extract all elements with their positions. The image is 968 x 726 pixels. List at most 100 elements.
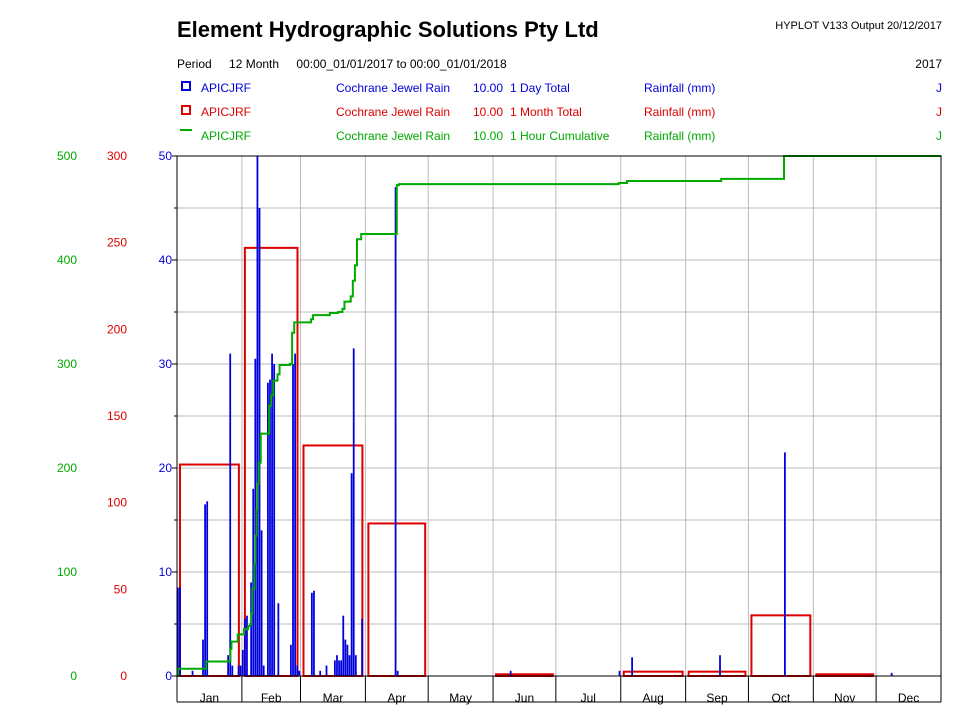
legend-site: Cochrane Jewel Rain [336,105,451,119]
monthly-axis-tick-label: 50 [114,582,128,596]
legend-code: APICJRF [201,129,252,143]
daily-axis-tick-label: 30 [159,357,173,371]
legend-units: Rainfall (mm) [644,129,716,143]
legend-flag: J [936,105,942,119]
legend-units: Rainfall (mm) [644,105,716,119]
legend-site: Cochrane Jewel Rain [336,129,451,143]
cumulative-axis-tick-label: 500 [57,149,77,163]
period-info: Period 12 Month 00:00_01/01/2017 to 00:0… [177,57,521,71]
daily-total-bar [202,639,204,676]
daily-total-bar [618,670,621,676]
daily-total-bar [294,353,296,676]
daily-total-bar [256,156,259,676]
page-title: Element Hydrographic Solutions Pty Ltd [177,17,599,42]
legend-row: APICJRF Cochrane Jewel Rain 10.00 1 Hour Cu… [177,129,942,145]
legend-code: APICJRF [201,81,252,95]
month-tick-label: Jan [200,691,219,705]
daily-total-bar [313,590,315,676]
daily-total-bar [890,672,893,676]
legend-desc: 1 Day Total [510,81,570,95]
daily-total-bar [509,670,512,676]
daily-total-bar [319,670,322,676]
daily-total-bar [267,382,269,676]
daily-total-bar [260,530,263,676]
daily-total-bar [239,665,242,676]
daily-total-bar [258,208,261,676]
daily-total-bar [246,615,248,676]
legend-factor: 10.00 [473,81,504,95]
legend-units: Rainfall (mm) [644,81,716,95]
period-range: 00:00_01/01/2017 to 00:00_01/01/2018 [296,57,507,71]
legend-box-icon [181,81,191,91]
daily-total-bar [344,639,347,676]
daily-total-bar [361,618,363,676]
daily-total-bar [396,670,399,676]
month-tick-label: Mar [323,691,344,705]
daily-total-bar [237,665,240,676]
legend-flag: J [936,129,942,143]
daily-axis-tick-label: 50 [159,149,173,163]
daily-total-bar [290,644,292,676]
cumulative-axis-tick-label: 100 [57,565,77,579]
daily-total-bar [262,665,265,676]
month-tick-label: Dec [898,691,919,705]
daily-total-bar [346,644,349,676]
daily-total-bar [336,655,338,676]
daily-total-bar [206,501,209,676]
period-length: 12 Month [229,57,280,71]
daily-total-bar [273,364,276,676]
month-tick-label: May [449,691,472,705]
daily-total-bar [352,348,355,676]
daily-total-bar [296,665,299,676]
daily-axis-tick-label: 40 [159,253,173,267]
daily-total-bar [277,603,280,676]
daily-total-bar [310,592,313,676]
daily-total-bar [204,504,206,676]
monthly-axis-tick-label: 100 [107,496,127,510]
month-tick-label: Sep [706,691,728,705]
monthly-total-bar [687,670,747,678]
month-tick-label: Jun [515,691,534,705]
cumulative-axis-tick-label: 300 [57,357,77,371]
daily-total-bar [350,473,353,676]
cumulative-axis-tick-label: 200 [57,461,77,475]
version-label: HYPLOT V133 Output 20/12/2017 [775,20,942,32]
legend-site: Cochrane Jewel Rain [336,81,451,95]
legend-line-icon [180,129,192,131]
monthly-axis-tick-label: 150 [107,409,127,423]
legend-row: APICJRF Cochrane Jewel Rain 10.00 1 Month T… [177,105,942,121]
cumulative-axis-tick-label: 0 [70,669,77,683]
monthly-axis-tick-label: 250 [107,236,127,250]
month-tick-label: Apr [387,691,406,705]
daily-total-bar [243,618,246,676]
daily-total-bar [354,655,357,676]
monthly-axis-tick-label: 0 [120,669,127,683]
daily-total-bar [340,660,343,676]
month-tick-label: Nov [834,691,855,705]
month-tick-label: Feb [261,691,282,705]
legend-desc: 1 Month Total [510,105,582,119]
daily-total-bar [342,615,345,676]
cumulative-axis-tick-label: 400 [57,253,77,267]
legend-box-icon [181,105,191,115]
daily-total-bar [631,657,633,676]
daily-axis-tick-label: 20 [159,461,173,475]
daily-total-bar [231,665,234,676]
legend-row: APICJRF Cochrane Jewel Rain 10.00 1 Day Tot… [177,81,942,97]
daily-axis-tick-label: 0 [165,669,172,683]
month-tick-label: Aug [643,691,664,705]
daily-total-bar [348,655,351,676]
daily-total-bar [271,353,273,676]
month-tick-label: Oct [772,691,791,705]
legend-code: APICJRF [201,105,252,119]
daily-total-bar [269,379,271,676]
month-tick-label: Jul [581,691,596,705]
daily-total-bar [191,670,194,676]
daily-total-bar [229,353,232,676]
daily-total-bar [298,670,301,676]
period-label: Period [177,57,212,71]
daily-axis-tick-label: 10 [159,565,173,579]
daily-total-bar [292,364,294,676]
daily-total-bar [250,582,253,676]
